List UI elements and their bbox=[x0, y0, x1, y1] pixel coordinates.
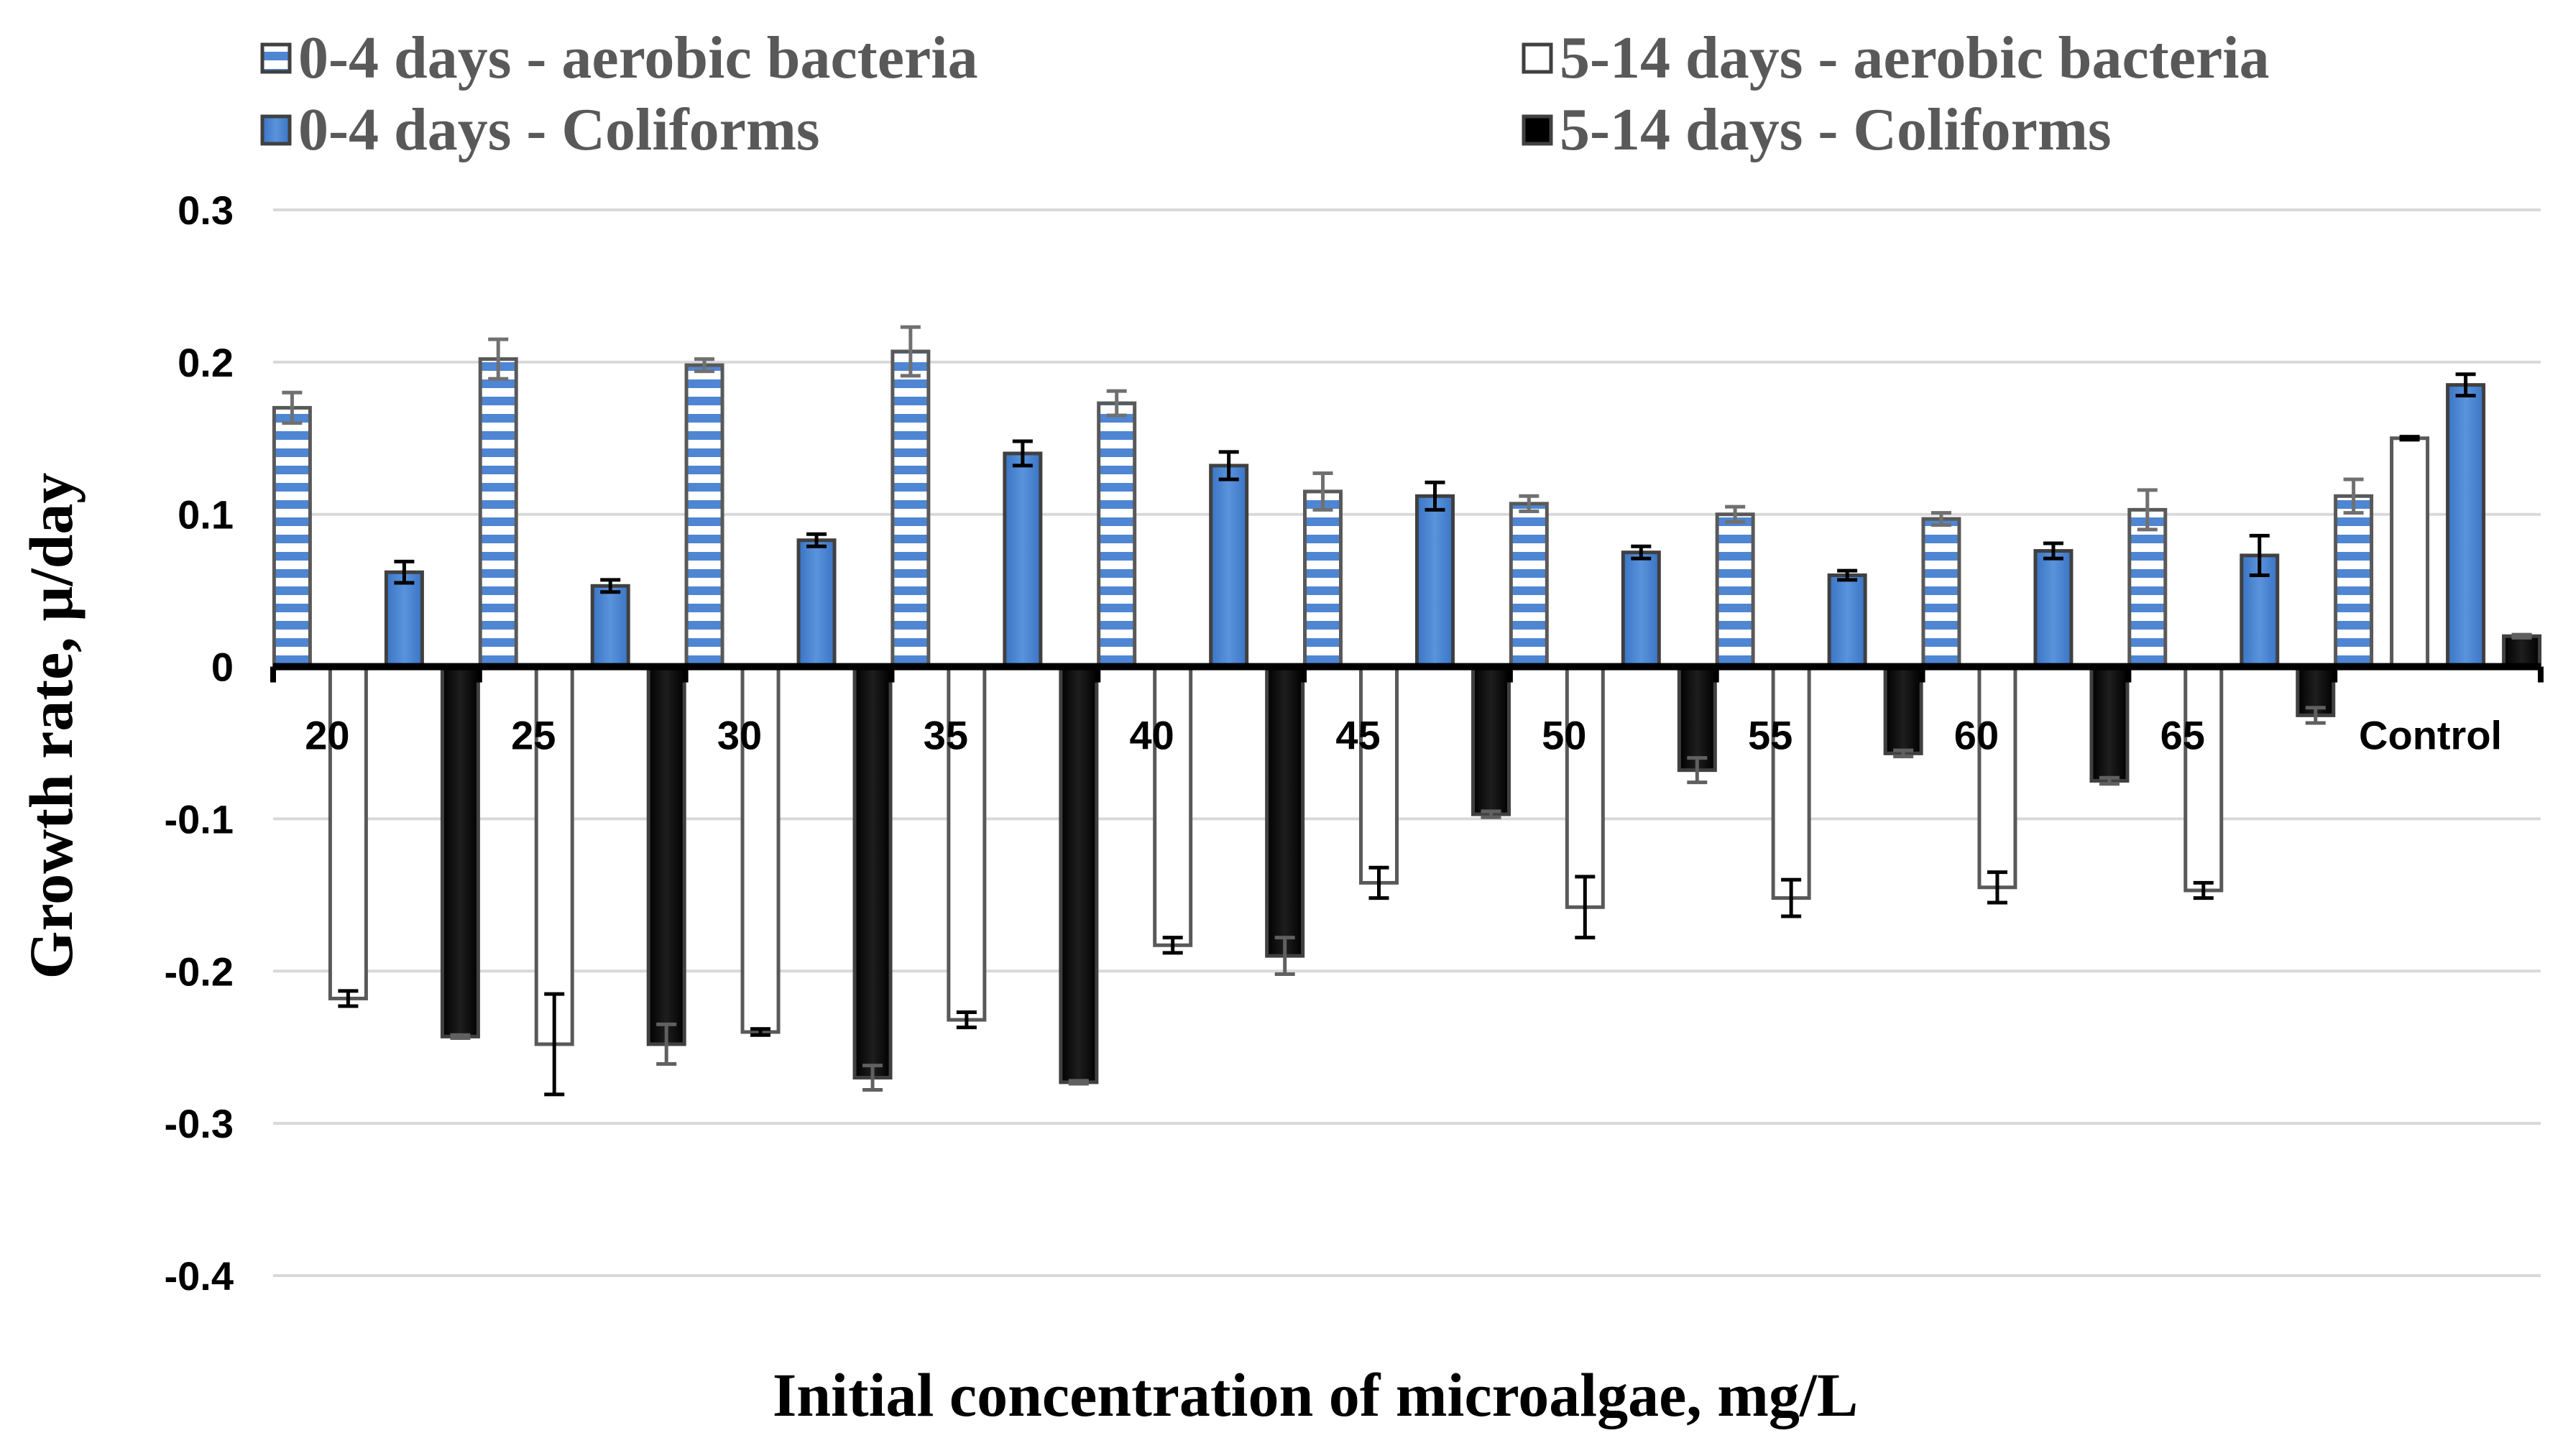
bar bbox=[2033, 549, 2074, 669]
x-tick-label: 35 bbox=[924, 713, 968, 758]
y-tick-label: -0.4 bbox=[165, 1253, 234, 1299]
bar bbox=[272, 405, 312, 669]
legend-swatch bbox=[1522, 114, 1553, 146]
bar bbox=[2183, 665, 2224, 893]
bar bbox=[2127, 507, 2168, 669]
x-tick-label: 40 bbox=[1130, 713, 1174, 758]
x-axis-title: Initial concentration of microalgae, mg/… bbox=[773, 1360, 1858, 1429]
bar bbox=[1977, 665, 2017, 890]
legend-swatch bbox=[1522, 42, 1553, 74]
bar bbox=[2446, 383, 2486, 669]
bar bbox=[1677, 665, 1717, 773]
bars bbox=[272, 325, 2542, 1097]
y-tick-label: 0 bbox=[211, 645, 234, 690]
y-tick-label: -0.1 bbox=[165, 796, 234, 842]
y-tick-label: -0.3 bbox=[165, 1101, 234, 1146]
bar bbox=[2089, 665, 2130, 783]
x-tick-label: Control bbox=[2359, 713, 2502, 758]
bar bbox=[2390, 436, 2430, 669]
bar bbox=[440, 665, 480, 1038]
bar bbox=[590, 584, 630, 669]
y-tick-label: -0.2 bbox=[165, 949, 234, 994]
x-tick-label: 65 bbox=[2160, 713, 2205, 758]
bar bbox=[1509, 502, 1549, 669]
y-tick-label: 0.2 bbox=[178, 340, 234, 385]
legend-label: 5-14 days - Coliforms bbox=[1560, 96, 2112, 163]
bar bbox=[1265, 665, 1305, 958]
legend: 0-4 days - aerobic bacteria 5-14 days - a… bbox=[260, 24, 2270, 163]
bar bbox=[2502, 634, 2542, 669]
bar bbox=[1303, 489, 1343, 669]
legend-label: 5-14 days - aerobic bacteria bbox=[1560, 24, 2270, 91]
bar bbox=[684, 363, 724, 669]
x-tick-label: 30 bbox=[717, 713, 762, 758]
bar bbox=[796, 538, 837, 669]
x-tick-label: 50 bbox=[1542, 713, 1586, 758]
bar bbox=[1097, 401, 1137, 669]
legend-swatch bbox=[260, 42, 292, 74]
x-tick-label: 45 bbox=[1335, 713, 1380, 758]
bar bbox=[1715, 512, 1755, 669]
axes bbox=[270, 663, 2544, 683]
x-tick-label: 55 bbox=[1748, 713, 1792, 758]
bar bbox=[1827, 573, 1867, 669]
labels: 0.3 0.2 0.1 0 -0.1 -0.2 -0.3 -0.4 20 25 30 35 40 45 50… bbox=[165, 188, 2503, 1299]
bar bbox=[1153, 665, 1193, 947]
legend-label: 0-4 days - Coliforms bbox=[298, 96, 820, 163]
x-tick-label: 20 bbox=[305, 713, 349, 758]
legend-swatch bbox=[260, 114, 292, 146]
bar bbox=[646, 665, 686, 1046]
bar bbox=[1415, 494, 1455, 669]
bar bbox=[1771, 665, 1811, 900]
y-tick-label: 0.1 bbox=[178, 492, 234, 538]
x-tick-label: 25 bbox=[511, 713, 556, 758]
bar bbox=[384, 570, 424, 669]
y-axis-title: Growth rate, µ/day bbox=[17, 473, 86, 980]
x-tick-label: 60 bbox=[1954, 713, 1999, 758]
bar bbox=[1921, 517, 1961, 669]
bar bbox=[1003, 451, 1043, 669]
bar bbox=[1883, 665, 1923, 755]
bar bbox=[1471, 665, 1511, 816]
y-tick-label: 0.3 bbox=[178, 188, 234, 233]
bar bbox=[1565, 665, 1605, 909]
legend-label: 0-4 days - aerobic bacteria bbox=[298, 24, 978, 91]
bar bbox=[2334, 494, 2374, 669]
bar bbox=[890, 349, 931, 669]
bar bbox=[852, 665, 893, 1080]
bar bbox=[1209, 464, 1249, 669]
bar bbox=[1359, 665, 1399, 885]
bar bbox=[1059, 665, 1099, 1084]
bar bbox=[1621, 550, 1661, 669]
bar bbox=[478, 357, 518, 669]
